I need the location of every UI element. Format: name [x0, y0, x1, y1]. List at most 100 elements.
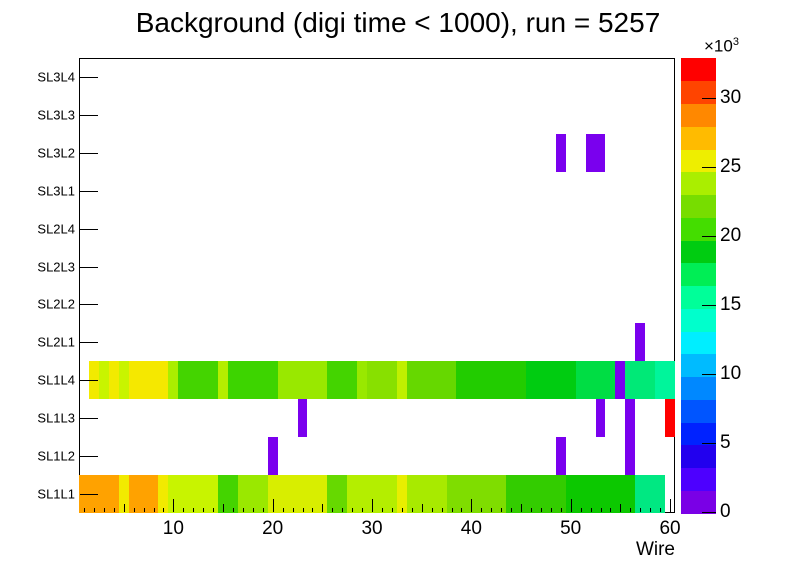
colorbar-tick-label: 0: [720, 501, 731, 523]
heatmap-cell-sl1l1: [218, 475, 238, 513]
x-tick-label: 60: [659, 518, 681, 539]
heatmap-cell-sl1l4: [526, 361, 576, 400]
heatmap-cell-sl1l1: [565, 475, 636, 513]
x-axis-tick: [590, 507, 592, 512]
y-axis-tick: [80, 418, 98, 420]
x-axis-tick: [650, 507, 652, 512]
colorbar-tick-label: 15: [720, 294, 742, 316]
x-axis-tick: [600, 507, 602, 512]
y-tick-label-sl3l2: SL3L2: [37, 145, 75, 161]
y-tick-label-sl1l2: SL1L2: [37, 448, 75, 464]
colorbar-multiplier-label: ×103: [704, 36, 739, 57]
colorbar-band: [681, 308, 716, 332]
multiplier-exponent: 3: [732, 36, 739, 48]
x-axis-tick: [391, 507, 393, 512]
x-axis-tick: [163, 507, 165, 512]
x-axis-tick: [143, 507, 145, 512]
y-tick-label-sl2l1: SL2L1: [37, 334, 75, 350]
plot-frame: [79, 58, 675, 513]
heatmap-cell-sl1l4: [406, 361, 457, 400]
y-axis-tick: [80, 114, 98, 116]
x-axis-tick: [610, 507, 612, 512]
x-axis-tick: [530, 507, 532, 512]
heatmap-cell-sl3l2: [585, 133, 606, 172]
x-tick-label: 50: [560, 518, 582, 539]
colorbar-band: [681, 262, 716, 286]
heatmap-cell-sl1l3: [297, 399, 308, 438]
y-axis-tick: [80, 456, 98, 458]
y-tick-label-sl2l2: SL2L2: [37, 296, 75, 312]
x-axis-tick: [511, 507, 513, 512]
colorbar-band: [681, 285, 716, 309]
x-axis-tick: [491, 507, 493, 512]
x-tick-label: 40: [460, 518, 482, 539]
x-axis-tick: [123, 504, 125, 512]
heatmap-cell-sl1l1: [237, 475, 268, 513]
heatmap-cell-sl2l1: [635, 323, 646, 362]
x-axis-tick: [411, 507, 413, 512]
x-axis-tick: [670, 499, 672, 512]
x-axis-tick: [521, 504, 523, 512]
x-axis-tick: [183, 507, 185, 512]
x-axis-tick: [272, 499, 274, 512]
x-axis-tick: [262, 507, 264, 512]
x-axis-tick: [461, 507, 463, 512]
x-axis-tick: [93, 507, 95, 512]
heatmap-cell-sl1l4: [228, 361, 278, 400]
x-axis-tick: [232, 507, 234, 512]
y-tick-label-sl2l4: SL2L4: [37, 221, 75, 237]
heatmap-cell-sl1l4: [367, 361, 397, 400]
x-axis-tick: [630, 507, 632, 512]
heatmap-cell-sl1l1: [158, 475, 169, 513]
heatmap-cell-sl1l4: [575, 361, 616, 400]
colorbar-band: [681, 103, 716, 127]
x-axis-tick: [252, 507, 254, 512]
heatmap-cell-sl1l1: [396, 475, 407, 513]
x-axis-tick: [352, 507, 354, 512]
heatmap-cell-sl1l3: [625, 399, 636, 438]
x-axis-tick: [570, 499, 572, 512]
colorbar-tick: [702, 374, 716, 376]
colorbar: [681, 58, 716, 514]
x-axis-tick: [342, 507, 344, 512]
heatmap-cell-sl1l4: [396, 361, 407, 400]
heatmap-cell-sl1l4: [178, 361, 219, 400]
y-axis-tick: [80, 152, 98, 154]
x-axis-title: Wire: [635, 539, 675, 560]
colorbar-band: [681, 399, 716, 423]
y-axis-tick: [80, 342, 98, 344]
colorbar-band: [681, 80, 716, 104]
y-axis-tick: [80, 266, 98, 268]
heatmap-cell-sl1l3: [665, 399, 675, 438]
y-tick-label-sl1l3: SL1L3: [37, 410, 75, 426]
heatmap-cell-sl1l4: [98, 361, 109, 400]
colorbar-tick-label: 25: [720, 156, 742, 178]
colorbar-band: [681, 240, 716, 264]
x-axis-tick: [550, 507, 552, 512]
y-tick-label-sl3l3: SL3L3: [37, 107, 75, 123]
x-axis-tick: [441, 507, 443, 512]
x-axis-tick: [471, 499, 473, 512]
colorbar-band: [681, 149, 716, 173]
heatmap-cell-sl1l4: [277, 361, 328, 400]
heatmap-cell-sl1l4: [655, 361, 675, 400]
x-axis-tick: [282, 507, 284, 512]
x-axis-tick: [362, 507, 364, 512]
y-axis-tick: [80, 228, 98, 230]
x-axis-tick: [481, 507, 483, 512]
colorbar-band: [681, 490, 716, 514]
colorbar-band: [681, 376, 716, 400]
heatmap-cell-sl1l4: [218, 361, 228, 400]
y-axis-tick: [80, 190, 98, 192]
heatmap-cell-sl1l4: [357, 361, 368, 400]
colorbar-band: [681, 331, 716, 355]
y-tick-label-sl3l1: SL3L1: [37, 183, 75, 199]
heatmap-cell-sl1l4: [118, 361, 129, 400]
x-axis-tick: [620, 504, 622, 512]
x-axis-tick: [421, 504, 423, 512]
colorbar-tick-label: 20: [720, 225, 742, 247]
x-axis-tick: [660, 507, 662, 512]
y-tick-label-sl3l4: SL3L4: [37, 69, 75, 85]
x-axis-tick: [322, 504, 324, 512]
colorbar-tick: [702, 443, 716, 445]
